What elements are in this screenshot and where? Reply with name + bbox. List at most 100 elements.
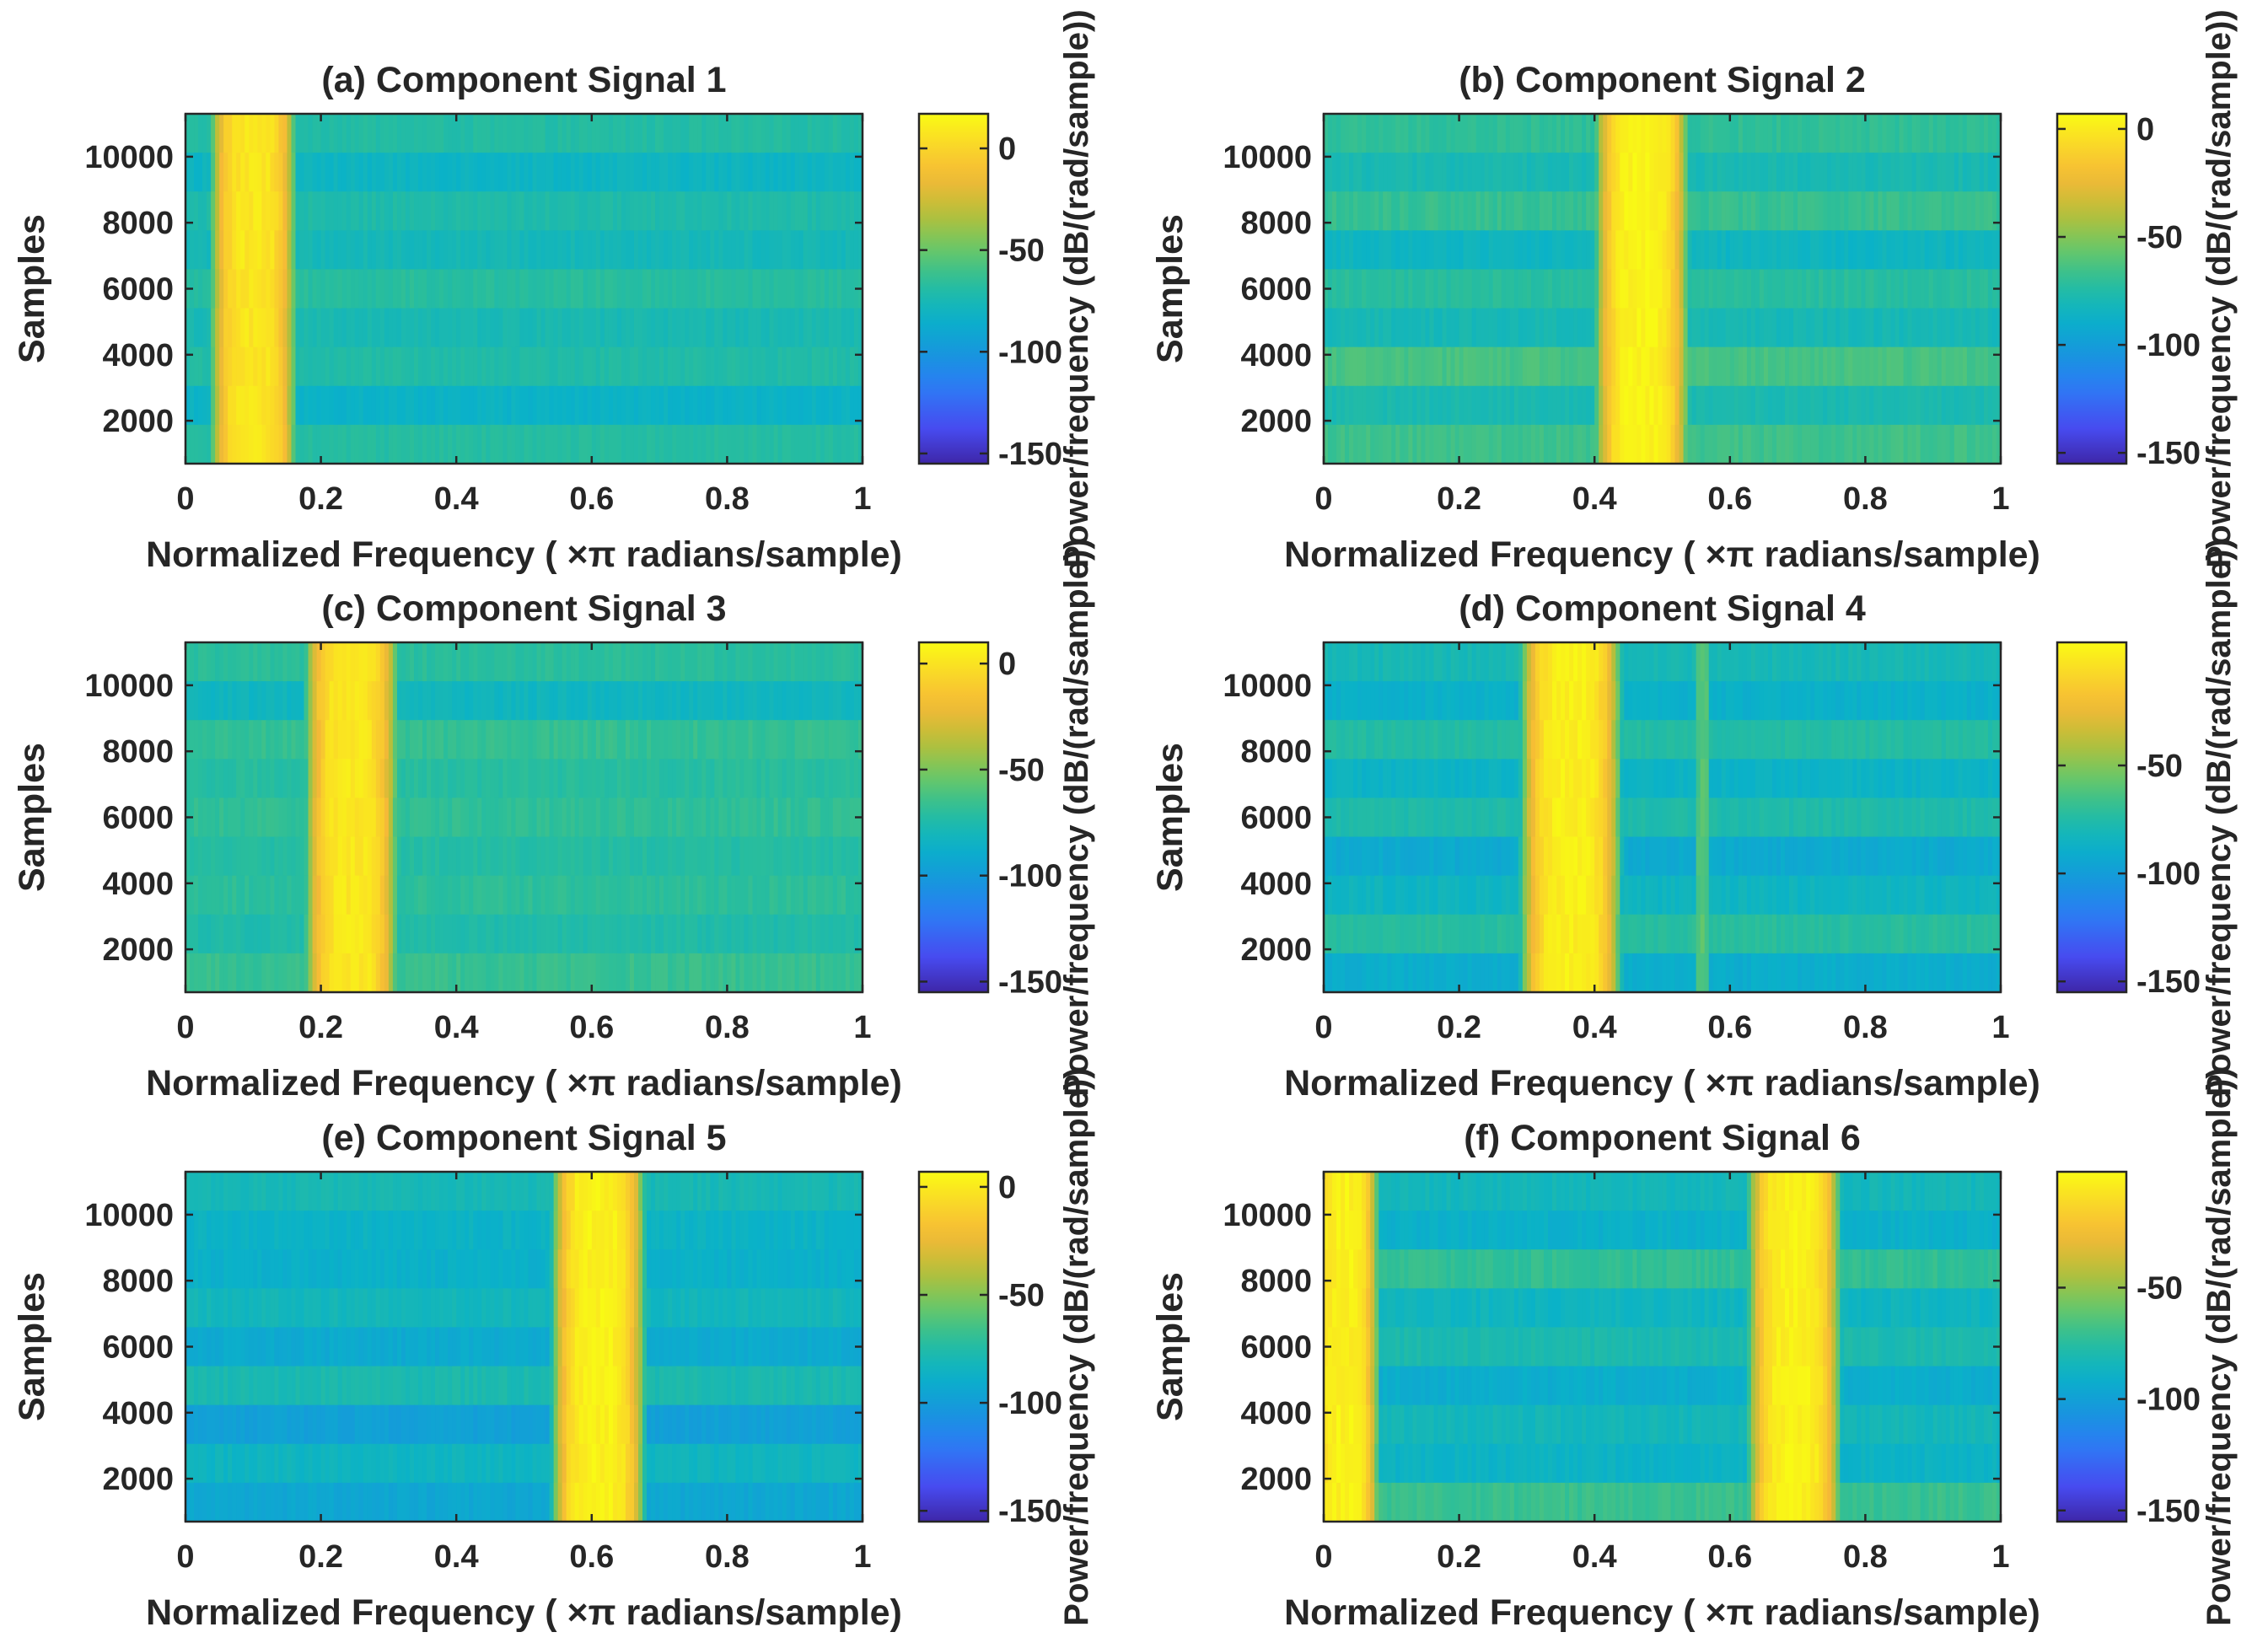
heatmap-cell <box>1379 385 1384 426</box>
heatmap-cell <box>553 308 559 348</box>
heatmap-cell <box>820 681 825 721</box>
heatmap-cell <box>710 836 715 877</box>
heatmap-cell <box>676 191 681 231</box>
heatmap-cell <box>769 153 775 192</box>
heatmap-cell <box>1937 269 1943 309</box>
heatmap-cell <box>769 308 775 348</box>
heatmap-cell <box>647 875 652 915</box>
heatmap-cell <box>540 346 546 387</box>
heatmap-cell <box>697 797 702 838</box>
heatmap-cell <box>1785 114 1790 153</box>
heatmap-cell <box>519 385 525 426</box>
heatmap-cell <box>659 308 664 348</box>
heatmap-cell <box>1886 681 1892 721</box>
heatmap-cell <box>379 681 385 721</box>
heatmap-cell <box>1869 424 1875 464</box>
heatmap-cell <box>1776 114 1782 153</box>
heatmap-cell <box>1721 308 1727 348</box>
heatmap-cell <box>1366 720 1371 760</box>
heatmap-cell <box>456 836 461 877</box>
heatmap-cell <box>803 759 809 799</box>
heatmap-cell <box>744 230 750 271</box>
heatmap-cell <box>460 230 465 271</box>
heatmap-cell <box>697 681 702 721</box>
heatmap-cell <box>540 269 546 309</box>
heatmap-cell <box>232 269 237 309</box>
heatmap-cell <box>1556 720 1561 760</box>
heatmap-cell <box>1379 191 1384 231</box>
heatmap-cell <box>320 230 326 271</box>
heatmap-cell <box>1941 642 1947 682</box>
heatmap-cell <box>642 424 648 464</box>
heatmap-cell <box>621 230 626 271</box>
heatmap-cell <box>1798 269 1803 309</box>
heatmap-cell <box>1353 230 1358 271</box>
heatmap-cell <box>1687 346 1693 387</box>
heatmap-cell <box>545 875 551 915</box>
heatmap-cell <box>706 875 711 915</box>
heatmap-cell <box>647 114 652 153</box>
heatmap-cell <box>427 114 432 153</box>
heatmap-cell <box>295 385 301 426</box>
heatmap-cell <box>545 836 551 877</box>
heatmap-cell <box>540 720 546 760</box>
heatmap-cell <box>358 230 364 271</box>
heatmap-cell <box>557 797 563 838</box>
heatmap-cell <box>299 759 305 799</box>
heatmap-cell <box>604 153 610 192</box>
heatmap-cell <box>1480 269 1486 309</box>
heatmap-cell <box>1421 424 1427 464</box>
heatmap-cell <box>405 191 411 231</box>
heatmap-cell <box>1869 191 1875 231</box>
heatmap-cell <box>498 191 504 231</box>
heatmap-cell <box>1869 642 1875 682</box>
heatmap-cell <box>1467 642 1473 682</box>
heatmap-cell <box>295 269 301 309</box>
heatmap-cell <box>1781 114 1786 153</box>
heatmap-cell <box>312 914 318 954</box>
heatmap-cell <box>1966 269 1972 309</box>
heatmap-cell <box>202 269 207 309</box>
heatmap-cell <box>1674 681 1680 721</box>
heatmap-cell <box>557 914 563 954</box>
heatmap-cell <box>274 346 280 387</box>
heatmap-cell <box>857 720 863 760</box>
heatmap-cell <box>820 269 825 309</box>
heatmap-cell <box>1565 308 1570 348</box>
x-tick-label: 0.8 <box>1843 481 1888 517</box>
heatmap-cell <box>350 269 356 309</box>
heatmap-cell <box>320 681 326 721</box>
heatmap-cell <box>448 308 453 348</box>
heatmap-cell <box>1530 308 1536 348</box>
heatmap-cell <box>1324 385 1329 426</box>
heatmap-cell <box>845 875 851 915</box>
heatmap-cell <box>1687 642 1693 682</box>
heatmap-cell <box>1670 346 1676 387</box>
heatmap-cell <box>612 114 618 153</box>
heatmap-cell <box>1341 385 1346 426</box>
heatmap-cell <box>452 875 457 915</box>
heatmap-cell <box>1484 424 1490 464</box>
heatmap-cell <box>1894 385 1900 426</box>
heatmap-cell <box>752 720 758 760</box>
heatmap-cell <box>1970 230 1976 271</box>
heatmap-cell <box>486 191 491 231</box>
heatmap-cell <box>337 914 343 954</box>
heatmap-cell <box>1611 153 1616 192</box>
heatmap-cell <box>333 681 339 721</box>
heatmap-cell <box>777 759 783 799</box>
heatmap-cell <box>1522 720 1528 760</box>
heatmap-cell <box>807 114 813 153</box>
heatmap-cell <box>1599 153 1604 192</box>
heatmap-cell <box>392 153 398 192</box>
heatmap-cell <box>1848 114 1853 153</box>
heatmap-cell <box>1645 153 1651 192</box>
heatmap-cell <box>1767 308 1773 348</box>
heatmap-cell <box>651 759 656 799</box>
heatmap-cell <box>316 385 322 426</box>
heatmap-cell <box>723 953 728 993</box>
heatmap-cell <box>1569 424 1574 464</box>
heatmap-cell <box>511 953 517 993</box>
heatmap-cell <box>1674 269 1680 309</box>
heatmap-cell <box>1404 230 1409 271</box>
